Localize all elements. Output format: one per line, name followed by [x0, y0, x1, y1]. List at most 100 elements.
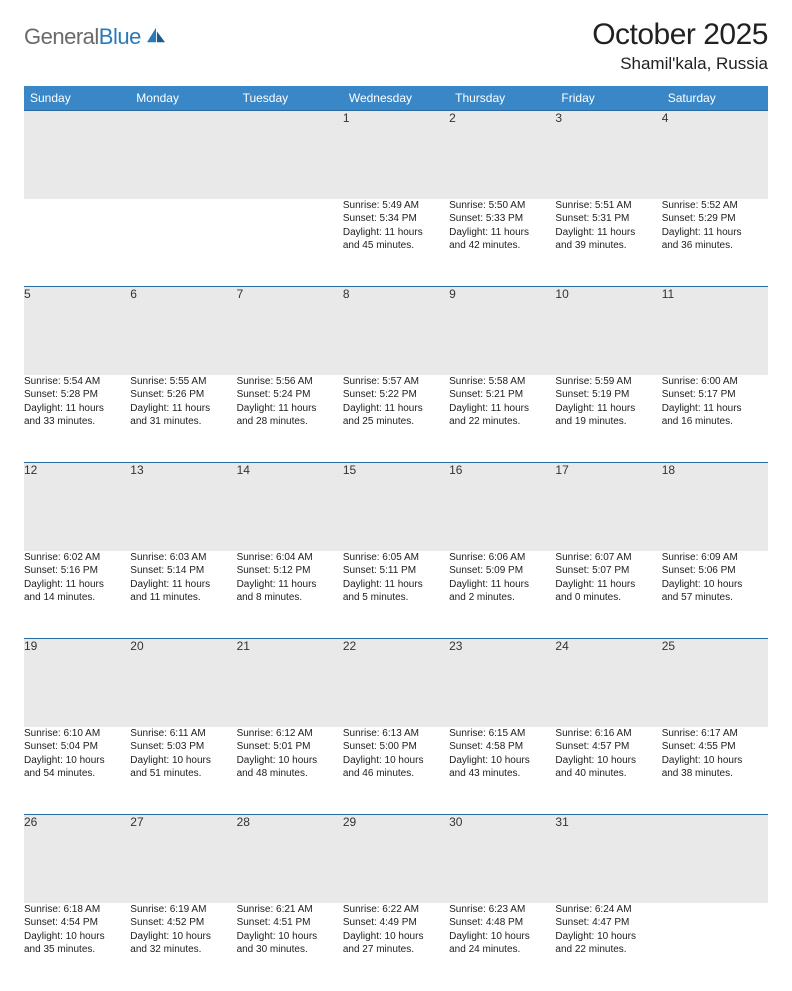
daylight-line1: Daylight: 10 hours — [449, 754, 555, 768]
daylight-line1: Daylight: 11 hours — [24, 402, 130, 416]
day-details-cell: Sunrise: 6:11 AMSunset: 5:03 PMDaylight:… — [130, 727, 236, 815]
sunset-text: Sunset: 4:54 PM — [24, 916, 130, 930]
daylight-line1: Daylight: 10 hours — [662, 754, 768, 768]
logo-part1: General — [24, 24, 99, 49]
day-number-row: 262728293031 — [24, 815, 768, 903]
day-number-cell — [237, 111, 343, 199]
weekday-header: Tuesday — [237, 86, 343, 111]
day-details-cell: Sunrise: 6:07 AMSunset: 5:07 PMDaylight:… — [555, 551, 661, 639]
calendar-body: 1234Sunrise: 5:49 AMSunset: 5:34 PMDayli… — [24, 111, 768, 991]
day-number-cell: 27 — [130, 815, 236, 903]
day-details-cell — [24, 199, 130, 287]
daylight-line2: and 25 minutes. — [343, 415, 449, 429]
daylight-line2: and 43 minutes. — [449, 767, 555, 781]
sunset-text: Sunset: 4:57 PM — [555, 740, 661, 754]
sunrise-text: Sunrise: 6:06 AM — [449, 551, 555, 565]
day-number-cell: 31 — [555, 815, 661, 903]
day-number-cell: 1 — [343, 111, 449, 199]
day-number-cell: 22 — [343, 639, 449, 727]
sunset-text: Sunset: 5:07 PM — [555, 564, 661, 578]
daylight-line1: Daylight: 11 hours — [130, 402, 236, 416]
day-details-cell — [237, 199, 343, 287]
sunrise-text: Sunrise: 6:16 AM — [555, 727, 661, 741]
day-number-cell — [130, 111, 236, 199]
title-block: October 2025 Shamil'kala, Russia — [592, 18, 768, 74]
day-details-cell: Sunrise: 5:58 AMSunset: 5:21 PMDaylight:… — [449, 375, 555, 463]
sunrise-text: Sunrise: 6:04 AM — [237, 551, 343, 565]
daylight-line1: Daylight: 11 hours — [449, 402, 555, 416]
sunrise-text: Sunrise: 6:22 AM — [343, 903, 449, 917]
day-number-cell: 4 — [662, 111, 768, 199]
day-details-cell: Sunrise: 6:06 AMSunset: 5:09 PMDaylight:… — [449, 551, 555, 639]
day-number-cell: 3 — [555, 111, 661, 199]
sunrise-text: Sunrise: 5:59 AM — [555, 375, 661, 389]
daylight-line1: Daylight: 11 hours — [130, 578, 236, 592]
daylight-line1: Daylight: 10 hours — [555, 930, 661, 944]
day-details-cell — [130, 199, 236, 287]
daylight-line1: Daylight: 11 hours — [555, 578, 661, 592]
sunrise-text: Sunrise: 6:24 AM — [555, 903, 661, 917]
day-details-cell: Sunrise: 6:17 AMSunset: 4:55 PMDaylight:… — [662, 727, 768, 815]
day-number-row: 12131415161718 — [24, 463, 768, 551]
day-number-cell: 12 — [24, 463, 130, 551]
logo: GeneralBlue — [24, 18, 167, 50]
daylight-line2: and 48 minutes. — [237, 767, 343, 781]
daylight-line2: and 5 minutes. — [343, 591, 449, 605]
day-number-cell: 15 — [343, 463, 449, 551]
sunrise-text: Sunrise: 6:13 AM — [343, 727, 449, 741]
day-number-cell: 10 — [555, 287, 661, 375]
day-number-cell — [662, 815, 768, 903]
weekday-header: Friday — [555, 86, 661, 111]
day-number-cell: 26 — [24, 815, 130, 903]
weekday-header: Sunday — [24, 86, 130, 111]
sunrise-text: Sunrise: 6:23 AM — [449, 903, 555, 917]
daylight-line1: Daylight: 10 hours — [237, 930, 343, 944]
sunrise-text: Sunrise: 5:56 AM — [237, 375, 343, 389]
day-details-cell: Sunrise: 6:00 AMSunset: 5:17 PMDaylight:… — [662, 375, 768, 463]
daylight-line1: Daylight: 10 hours — [237, 754, 343, 768]
day-details-cell: Sunrise: 5:50 AMSunset: 5:33 PMDaylight:… — [449, 199, 555, 287]
sunrise-text: Sunrise: 6:12 AM — [237, 727, 343, 741]
daylight-line1: Daylight: 11 hours — [662, 226, 768, 240]
sunset-text: Sunset: 4:49 PM — [343, 916, 449, 930]
sunrise-text: Sunrise: 6:17 AM — [662, 727, 768, 741]
sunrise-text: Sunrise: 6:07 AM — [555, 551, 661, 565]
day-number-cell: 25 — [662, 639, 768, 727]
daylight-line2: and 36 minutes. — [662, 239, 768, 253]
sunrise-text: Sunrise: 6:19 AM — [130, 903, 236, 917]
day-details-cell: Sunrise: 6:04 AMSunset: 5:12 PMDaylight:… — [237, 551, 343, 639]
day-details-cell: Sunrise: 6:02 AMSunset: 5:16 PMDaylight:… — [24, 551, 130, 639]
day-number-cell: 2 — [449, 111, 555, 199]
daylight-line2: and 27 minutes. — [343, 943, 449, 957]
day-details-cell — [662, 903, 768, 991]
daylight-line1: Daylight: 10 hours — [662, 578, 768, 592]
day-number-cell: 20 — [130, 639, 236, 727]
daylight-line1: Daylight: 11 hours — [343, 226, 449, 240]
daylight-line2: and 45 minutes. — [343, 239, 449, 253]
calendar-table: SundayMondayTuesdayWednesdayThursdayFrid… — [24, 86, 768, 991]
day-details-cell: Sunrise: 6:15 AMSunset: 4:58 PMDaylight:… — [449, 727, 555, 815]
sunrise-text: Sunrise: 5:51 AM — [555, 199, 661, 213]
sunset-text: Sunset: 4:55 PM — [662, 740, 768, 754]
sunset-text: Sunset: 5:17 PM — [662, 388, 768, 402]
daylight-line2: and 38 minutes. — [662, 767, 768, 781]
daylight-line2: and 31 minutes. — [130, 415, 236, 429]
sunset-text: Sunset: 5:11 PM — [343, 564, 449, 578]
day-number-cell: 18 — [662, 463, 768, 551]
daylight-line2: and 51 minutes. — [130, 767, 236, 781]
sunset-text: Sunset: 4:48 PM — [449, 916, 555, 930]
day-details-cell: Sunrise: 6:05 AMSunset: 5:11 PMDaylight:… — [343, 551, 449, 639]
daylight-line2: and 11 minutes. — [130, 591, 236, 605]
day-number-cell: 9 — [449, 287, 555, 375]
day-details-cell: Sunrise: 6:18 AMSunset: 4:54 PMDaylight:… — [24, 903, 130, 991]
daylight-line2: and 2 minutes. — [449, 591, 555, 605]
sunrise-text: Sunrise: 6:09 AM — [662, 551, 768, 565]
daylight-line1: Daylight: 11 hours — [237, 578, 343, 592]
day-details-cell: Sunrise: 5:51 AMSunset: 5:31 PMDaylight:… — [555, 199, 661, 287]
logo-part2: Blue — [99, 24, 141, 49]
day-number-cell: 11 — [662, 287, 768, 375]
day-details-cell: Sunrise: 6:12 AMSunset: 5:01 PMDaylight:… — [237, 727, 343, 815]
sunset-text: Sunset: 4:47 PM — [555, 916, 661, 930]
day-number-cell: 19 — [24, 639, 130, 727]
sunrise-text: Sunrise: 5:50 AM — [449, 199, 555, 213]
